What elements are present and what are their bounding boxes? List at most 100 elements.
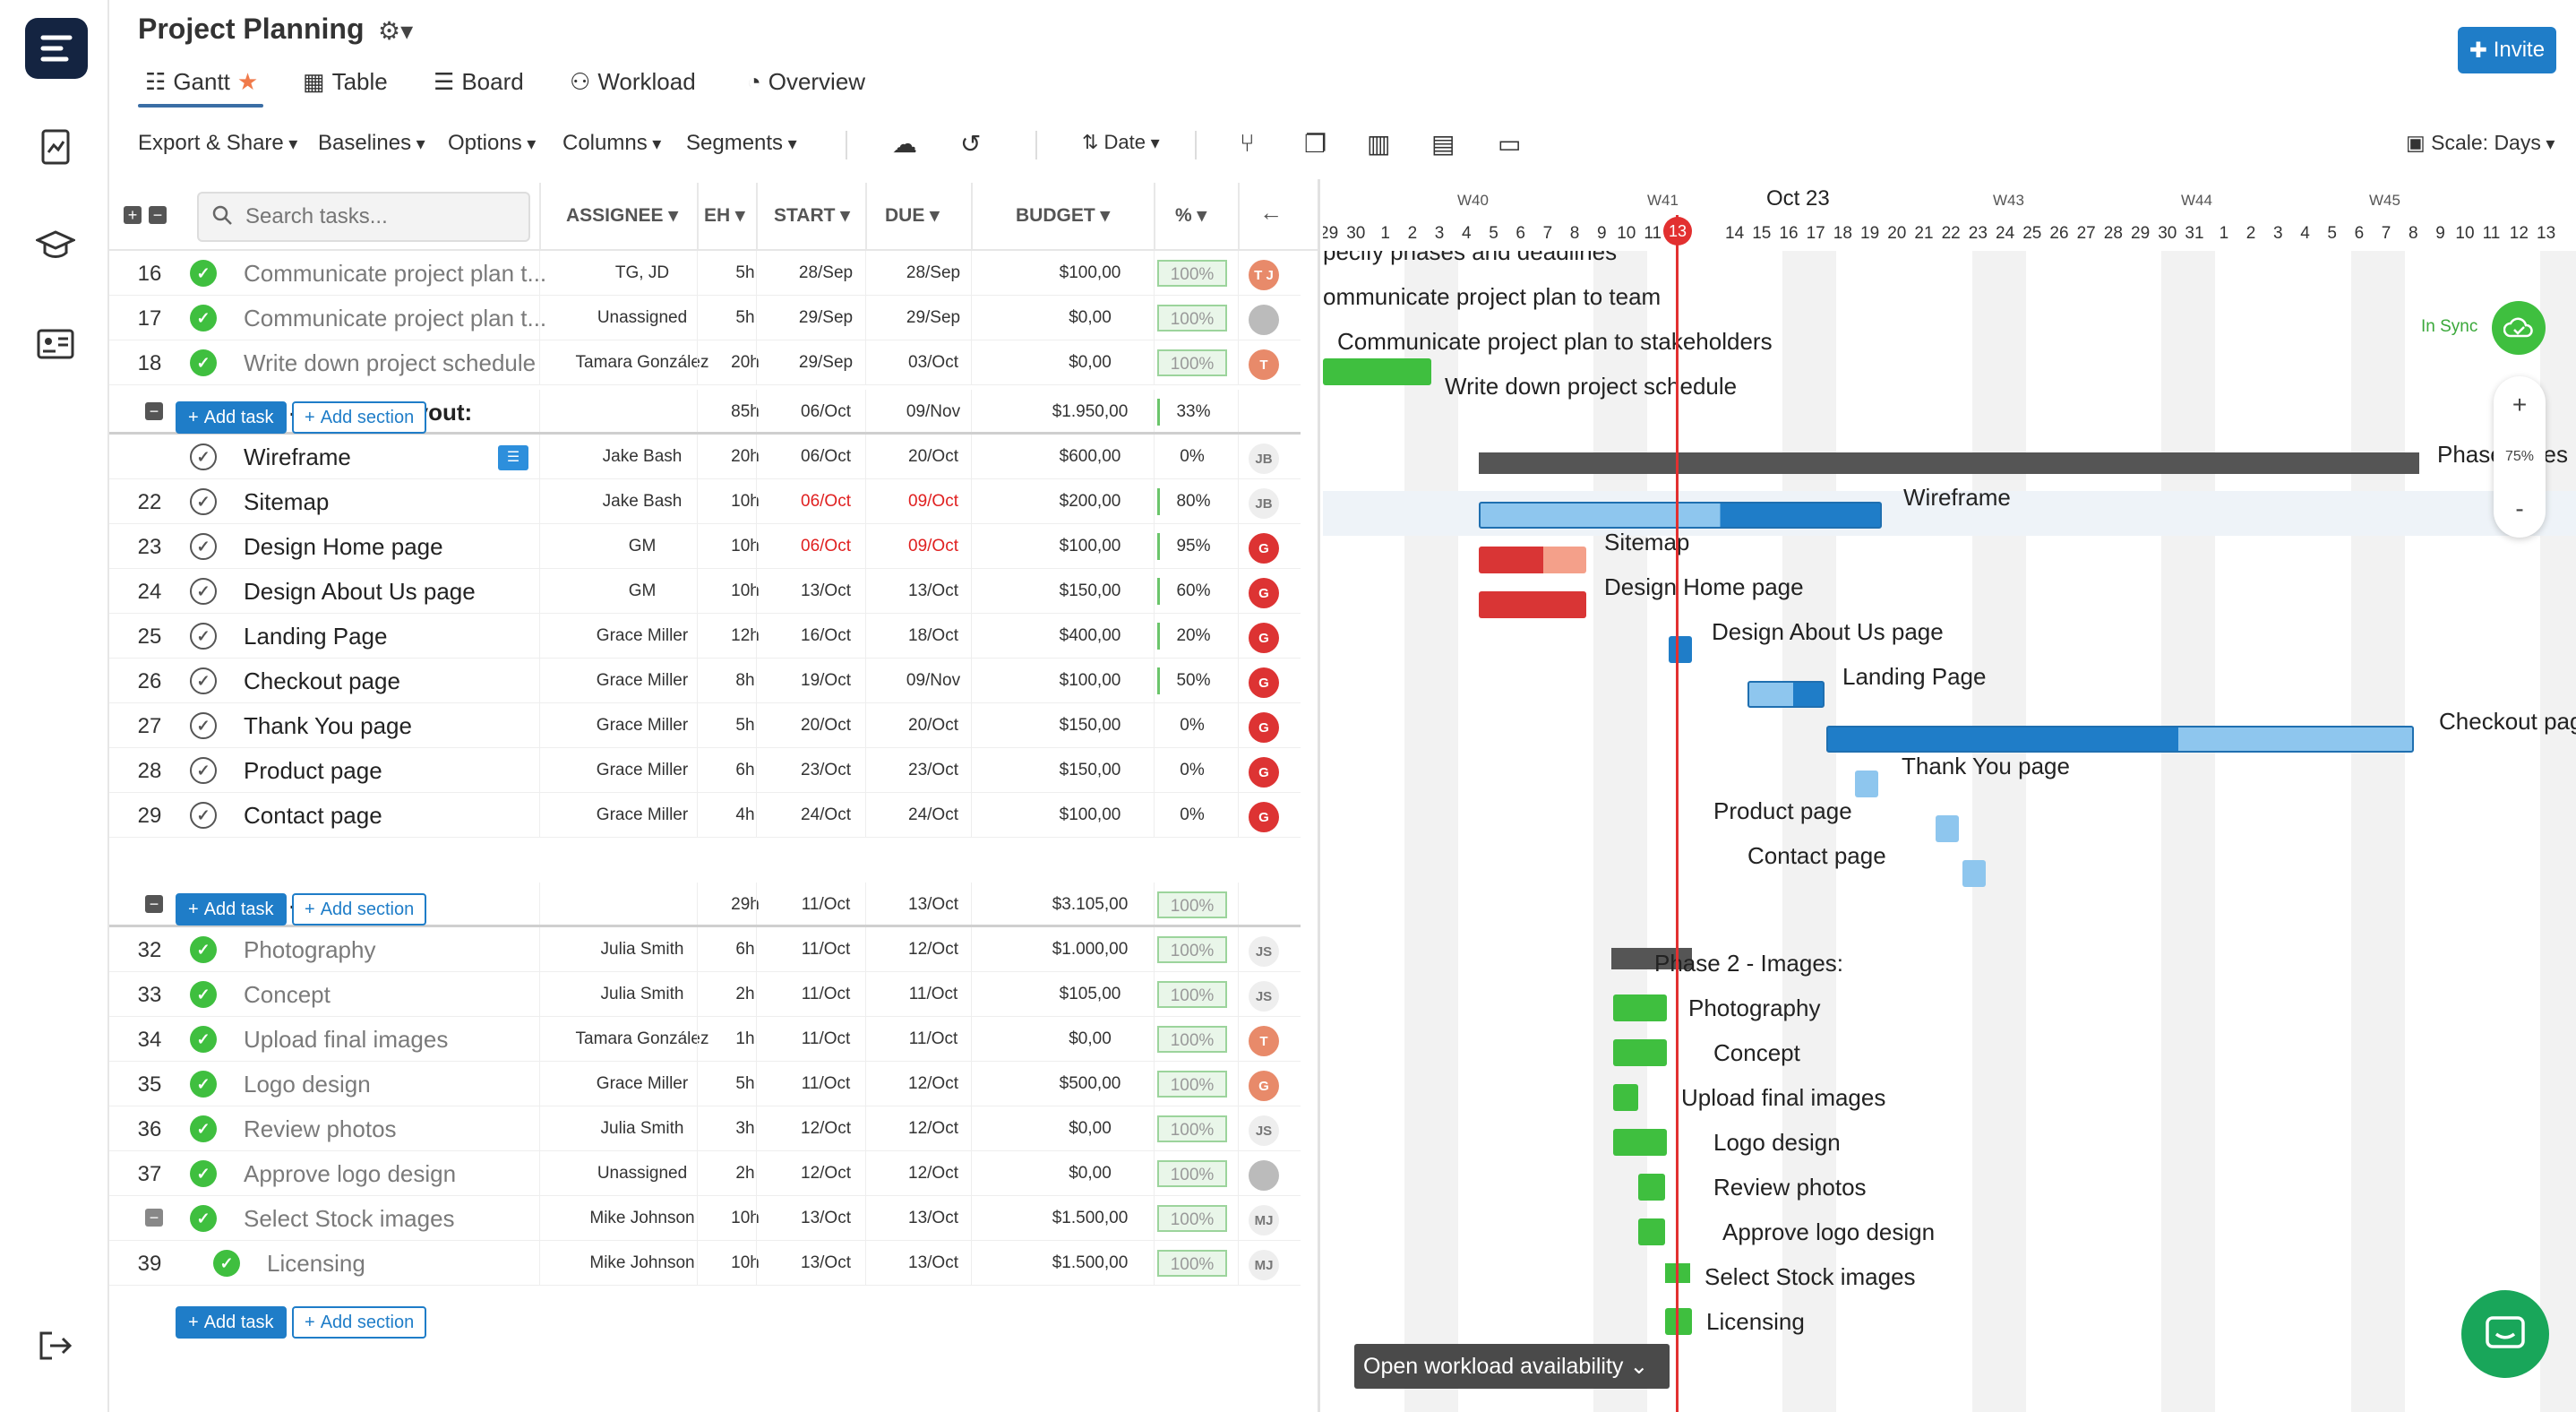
col-start[interactable]: START ▾ xyxy=(774,205,850,226)
avatar[interactable]: G xyxy=(1249,1071,1279,1101)
baselines-menu[interactable]: Baselines xyxy=(318,131,425,156)
cloud-sync-icon[interactable] xyxy=(2492,301,2546,355)
budget[interactable]: $200,00 xyxy=(1059,492,1121,511)
assignee[interactable]: Julia Smith xyxy=(600,985,684,1003)
estimated-hours[interactable]: 1h xyxy=(735,1029,755,1048)
estimated-hours[interactable]: 10h xyxy=(731,492,760,511)
gantt-bar[interactable] xyxy=(1611,948,1692,969)
due-date[interactable]: 12/Oct xyxy=(908,940,958,959)
gantt-bar[interactable] xyxy=(1936,815,1959,842)
task-name[interactable]: Licensing xyxy=(267,1250,365,1277)
estimated-hours[interactable]: 85h xyxy=(731,402,760,421)
estimated-hours[interactable]: 6h xyxy=(735,761,755,779)
tab-overview[interactable]: ◔ Overview xyxy=(747,68,865,96)
table-row[interactable]: 36 ✓ Review photos Julia Smith 3h 12/Oct 12/Oc… xyxy=(109,1106,1318,1151)
col-due[interactable]: DUE ▾ xyxy=(885,205,940,226)
assignee[interactable]: Grace Miller xyxy=(596,1074,689,1093)
due-date[interactable]: 24/Oct xyxy=(908,805,958,824)
add-task-button[interactable]: + Add task xyxy=(176,401,287,434)
complete-checkbox[interactable]: ✓ xyxy=(190,667,217,694)
avatar[interactable]: T xyxy=(1249,349,1279,380)
table-row[interactable]: 17 ✓ Communicate project plan t... Unassign… xyxy=(109,296,1318,340)
sort-date-button[interactable]: ⇅ Date xyxy=(1082,131,1160,154)
complete-checkbox[interactable]: ✓ xyxy=(190,533,217,560)
budget[interactable]: $0,00 xyxy=(1069,1119,1112,1138)
gantt-task-label[interactable]: Checkout pag xyxy=(2439,708,2576,735)
assignee[interactable]: Grace Miller xyxy=(596,671,689,690)
task-name[interactable]: Design About Us page xyxy=(244,578,476,605)
start-date[interactable]: 13/Oct xyxy=(801,1209,851,1227)
add-section-button[interactable]: + Add section xyxy=(292,893,427,926)
gantt-bar[interactable] xyxy=(1855,771,1878,797)
start-date[interactable]: 06/Oct xyxy=(801,402,851,421)
start-date[interactable]: 19/Oct xyxy=(801,671,851,690)
task-comments-icon[interactable]: ☰ xyxy=(498,445,528,470)
progress-value[interactable]: 60% xyxy=(1157,578,1227,605)
avatar[interactable]: T J xyxy=(1249,260,1279,290)
zoom-out-button[interactable]: - xyxy=(2515,494,2524,522)
table-row[interactable]: 27 ✓ Thank You page Grace Miller 5h 20/Oct 20/… xyxy=(109,703,1318,748)
budget[interactable]: $1.500,00 xyxy=(1052,1209,1129,1227)
avatar[interactable] xyxy=(1249,305,1279,335)
col-budget[interactable]: BUDGET ▾ xyxy=(1016,205,1111,226)
table-row[interactable]: 34 ✓ Upload final images Tamara González 1h 1… xyxy=(109,1017,1318,1062)
complete-checkbox[interactable]: ✓ xyxy=(190,981,217,1008)
task-name[interactable]: Thank You page xyxy=(244,712,412,739)
gantt-task-label[interactable]: Write down project schedule xyxy=(1445,373,1738,400)
task-name[interactable]: Product page xyxy=(244,757,382,784)
table-row[interactable]: 32 ✓ Photography Julia Smith 6h 11/Oct 12/Oct $… xyxy=(109,927,1318,972)
start-date[interactable]: 12/Oct xyxy=(801,1164,851,1183)
progress-value[interactable]: 100% xyxy=(1157,1250,1227,1277)
table-row[interactable]: 24 ✓ Design About Us page GM 10h 13/Oct 13/Oct… xyxy=(109,569,1318,614)
progress-value[interactable]: 0% xyxy=(1180,761,1205,779)
gantt-bar[interactable] xyxy=(1479,547,1586,573)
progress-value[interactable]: 100% xyxy=(1157,1115,1227,1142)
gantt-bar[interactable] xyxy=(1638,1218,1665,1245)
tab-board[interactable]: ☰ Board xyxy=(434,68,524,96)
estimated-hours[interactable]: 2h xyxy=(735,985,755,1003)
assignee[interactable]: TG, JD xyxy=(614,263,670,282)
task-name[interactable]: Landing Page xyxy=(244,623,388,650)
avatar[interactable]: G xyxy=(1249,578,1279,608)
estimated-hours[interactable]: 5h xyxy=(735,716,755,735)
progress-value[interactable]: 100% xyxy=(1157,981,1227,1008)
export-share-menu[interactable]: Export & Share xyxy=(138,131,297,156)
col-assignee[interactable]: ASSIGNEE ▾ xyxy=(566,205,678,226)
start-date[interactable]: 16/Oct xyxy=(801,626,851,645)
progress-value[interactable]: 100% xyxy=(1157,1071,1227,1098)
budget[interactable]: $100,00 xyxy=(1059,537,1121,555)
due-date[interactable]: 13/Oct xyxy=(908,895,958,914)
task-name[interactable]: Approve logo design xyxy=(244,1160,457,1187)
gantt-task-label[interactable]: Landing Page xyxy=(1842,663,1987,690)
progress-value[interactable]: 0% xyxy=(1180,447,1205,466)
estimated-hours[interactable]: 12h xyxy=(731,626,760,645)
table-row[interactable]: 18 ✓ Write down project schedule Tamara Gon… xyxy=(109,340,1318,385)
task-name[interactable]: Contact page xyxy=(244,802,382,829)
table-row[interactable]: 28 ✓ Product page Grace Miller 6h 23/Oct 23/Oc… xyxy=(109,748,1318,793)
copy-icon[interactable]: ❐ xyxy=(1304,130,1327,158)
gantt-bar[interactable] xyxy=(1613,1084,1638,1111)
avatar[interactable]: JS xyxy=(1249,936,1279,967)
logout-icon[interactable] xyxy=(32,1322,79,1369)
estimated-hours[interactable]: 29h xyxy=(731,895,760,914)
gantt-task-label[interactable]: ommunicate project plan to team xyxy=(1323,283,1662,310)
expand-all-icon[interactable]: + xyxy=(124,206,142,224)
progress-value[interactable]: 100% xyxy=(1157,305,1227,331)
gantt-task-label[interactable]: Select Stock images xyxy=(1704,1263,1916,1290)
task-name[interactable]: Upload final images xyxy=(244,1026,449,1053)
progress-value[interactable]: 33% xyxy=(1157,399,1227,426)
gantt-task-label[interactable]: Sitemap xyxy=(1604,529,1690,555)
table-row[interactable]: 29 ✓ Contact page Grace Miller 4h 24/Oct 24/Oc… xyxy=(109,793,1318,838)
avatar[interactable]: JB xyxy=(1249,488,1279,519)
complete-checkbox[interactable]: ✓ xyxy=(190,578,217,605)
progress-value[interactable]: 100% xyxy=(1157,1026,1227,1053)
due-date[interactable]: 12/Oct xyxy=(908,1119,958,1138)
start-date[interactable]: 24/Oct xyxy=(801,805,851,824)
gantt-task-label[interactable]: Licensing xyxy=(1706,1308,1805,1335)
search-field[interactable] xyxy=(197,192,530,242)
progress-value[interactable]: 95% xyxy=(1157,533,1227,560)
gantt-task-label[interactable]: Communicate project plan to stakeholders xyxy=(1337,328,1773,355)
budget[interactable]: $100,00 xyxy=(1059,671,1121,690)
assignee[interactable]: Tamara González xyxy=(575,1029,709,1048)
academy-icon[interactable] xyxy=(32,222,79,269)
